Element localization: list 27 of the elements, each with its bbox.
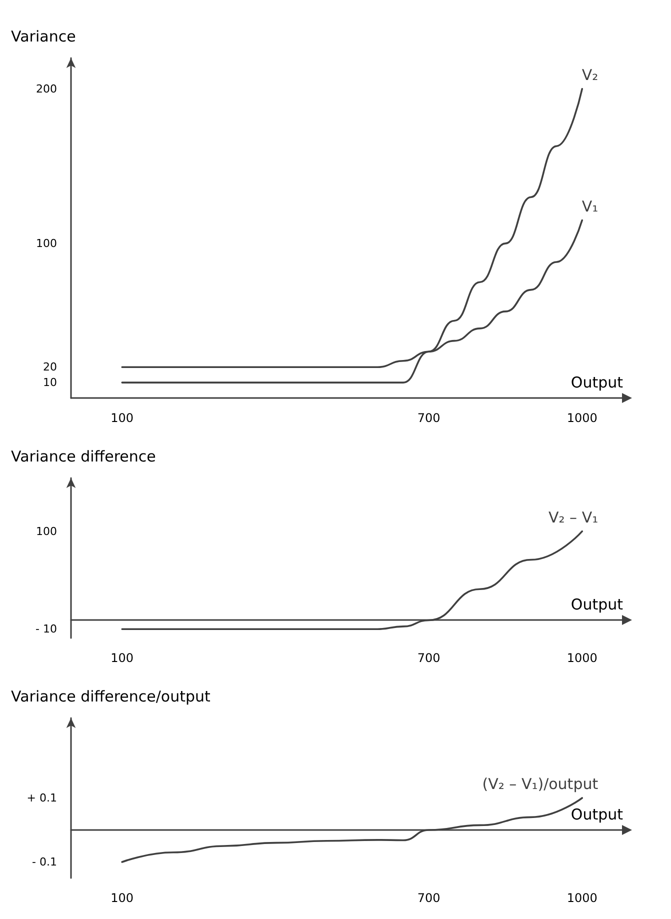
x-axis-title: Output [570,596,624,614]
x-tick-label: 100 [110,411,134,425]
series-label: V₁ [582,197,598,216]
y-tick-label: 100 [36,524,57,538]
x-tick-label: 100 [110,891,134,905]
x-axis-title: Output [570,374,624,392]
y-tick-label: - 10 [36,622,57,636]
x-tick-label: 1000 [566,891,598,905]
x-tick-label: 700 [417,411,440,425]
y-axis-title: Variance difference/output [11,688,211,706]
y-axis-title: Variance [11,28,76,46]
y-tick-label: 100 [36,236,57,250]
series-label: V₂ – V₁ [548,508,598,526]
x-tick-label: 1000 [566,411,598,425]
x-tick-label: 700 [417,651,440,665]
y-tick-label: - 0.1 [32,856,57,868]
x-tick-label: 1000 [566,651,598,665]
y-tick-label: 10 [43,376,57,390]
series-label: V₂ [582,66,598,84]
y-axis-title: Variance difference [11,448,156,466]
y-tick-label: 200 [36,82,57,96]
series-label: (V₂ – V₁)/output [482,775,598,793]
x-tick-label: 100 [110,651,134,665]
y-tick-label: 20 [43,360,57,374]
x-axis-title: Output [570,806,624,824]
y-tick-label: + 0.1 [26,792,57,804]
x-tick-label: 700 [417,891,440,905]
